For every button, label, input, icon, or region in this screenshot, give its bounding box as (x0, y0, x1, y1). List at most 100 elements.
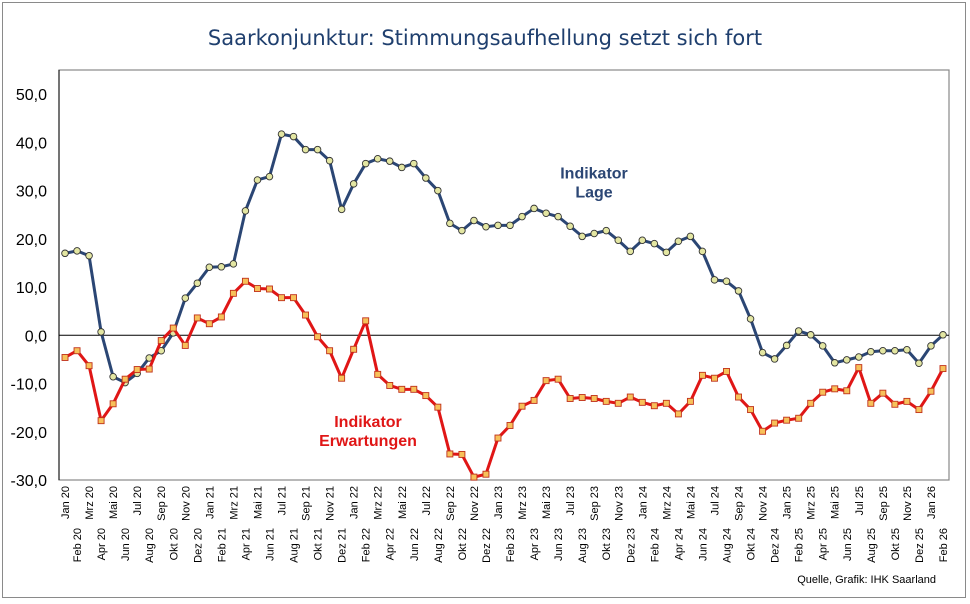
data-point (446, 450, 454, 458)
data-point (337, 205, 346, 214)
x-tick-label: Jul 20 (132, 486, 144, 515)
x-tick-label: Aug 24 (722, 528, 734, 563)
x-tick-label: Apr 22 (385, 528, 397, 560)
x-tick-label: Jul 25 (854, 486, 866, 515)
series-label: Indikator (334, 414, 402, 431)
x-tick-label: Aug 22 (433, 528, 445, 563)
data-point (385, 157, 394, 165)
data-point (915, 406, 923, 414)
data-point (289, 132, 298, 141)
data-point (554, 212, 562, 221)
data-point (674, 237, 683, 245)
data-point (578, 232, 586, 241)
x-tick-label: Mrz 23 (517, 486, 529, 520)
y-tick-label: 30,0 (16, 184, 47, 201)
data-point (241, 207, 250, 215)
data-point (903, 346, 911, 354)
y-tick-label: 20,0 (16, 232, 47, 249)
data-point (927, 387, 935, 395)
x-tick-label: Dez 20 (192, 528, 204, 563)
data-point (506, 221, 514, 230)
x-tick-label: Jul 24 (709, 486, 721, 515)
x-tick-label: Mai 21 (252, 486, 264, 519)
data-point (446, 219, 454, 228)
data-point (650, 239, 659, 248)
x-tick-label: Jan 20 (60, 486, 72, 519)
data-point (253, 176, 262, 184)
data-point (325, 156, 334, 165)
x-tick-label: Aug 23 (577, 528, 589, 563)
data-point (494, 221, 502, 230)
x-tick-label: Mrz 20 (84, 486, 96, 520)
data-point (290, 294, 297, 302)
x-tick-label: Sep 24 (734, 486, 746, 521)
x-tick-label: Jan 21 (204, 486, 216, 519)
data-point (614, 236, 623, 245)
series-line (64, 279, 945, 479)
y-tick-label: 10,0 (16, 280, 47, 297)
x-tick-label: Apr 23 (529, 528, 541, 560)
data-point (61, 354, 69, 361)
x-tick-label: Mai 23 (541, 486, 553, 519)
data-point (374, 370, 382, 378)
x-tick-label: Feb 20 (72, 528, 84, 562)
data-point (205, 263, 214, 272)
data-point (614, 399, 622, 407)
data-point (795, 414, 803, 422)
data-point (193, 314, 201, 322)
data-point (169, 324, 177, 332)
data-point (301, 145, 310, 154)
data-point (590, 395, 598, 402)
x-tick-label: Dez 21 (337, 528, 349, 563)
x-tick-label: Apr 24 (673, 528, 685, 560)
data-point (783, 416, 791, 424)
data-point (542, 209, 550, 218)
data-point (686, 397, 694, 405)
x-tick-label: Jun 24 (697, 528, 709, 561)
data-point (915, 359, 923, 368)
data-point (855, 353, 863, 361)
data-point (278, 294, 285, 302)
data-point (85, 251, 93, 260)
data-point (566, 222, 574, 231)
data-point (554, 375, 562, 383)
data-point (470, 216, 478, 225)
series-label: Erwartungen (319, 433, 417, 450)
data-point (362, 317, 370, 325)
data-point (193, 279, 202, 287)
x-tick-label: Nov 22 (469, 486, 481, 521)
data-point (734, 287, 743, 295)
data-point (722, 277, 731, 286)
data-point (518, 402, 526, 410)
x-tick-label: Jan 24 (637, 486, 649, 519)
data-point (85, 362, 93, 370)
x-tick-label: Okt 20 (168, 528, 180, 560)
x-tick-label: Sep 23 (589, 486, 601, 521)
x-tick-label: Mai 20 (108, 486, 120, 519)
y-tick-label: -20,0 (11, 425, 48, 442)
x-tick-label: Apr 20 (96, 528, 108, 560)
data-point (830, 359, 839, 367)
data-point (758, 348, 767, 357)
y-tick-label: 40,0 (16, 135, 47, 152)
x-tick-label: Sep 20 (156, 486, 168, 521)
data-point (121, 375, 129, 383)
data-point (867, 399, 875, 407)
data-point (181, 341, 189, 349)
data-point (590, 229, 598, 238)
data-point (97, 417, 105, 425)
x-tick-label: Jan 26 (926, 486, 938, 519)
x-tick-label: Jun 20 (120, 528, 132, 561)
data-point (530, 396, 538, 404)
data-point (602, 397, 610, 405)
plot-area (58, 69, 950, 481)
data-point (361, 159, 370, 168)
data-point (759, 427, 767, 435)
x-tick-label: Feb 24 (649, 528, 661, 562)
x-tick-label: Apr 21 (240, 528, 252, 560)
x-tick-label: Jan 23 (493, 486, 505, 519)
data-point (386, 382, 394, 389)
x-tick-label: Nov 20 (180, 486, 192, 521)
data-point (314, 333, 322, 341)
data-point (349, 180, 358, 188)
